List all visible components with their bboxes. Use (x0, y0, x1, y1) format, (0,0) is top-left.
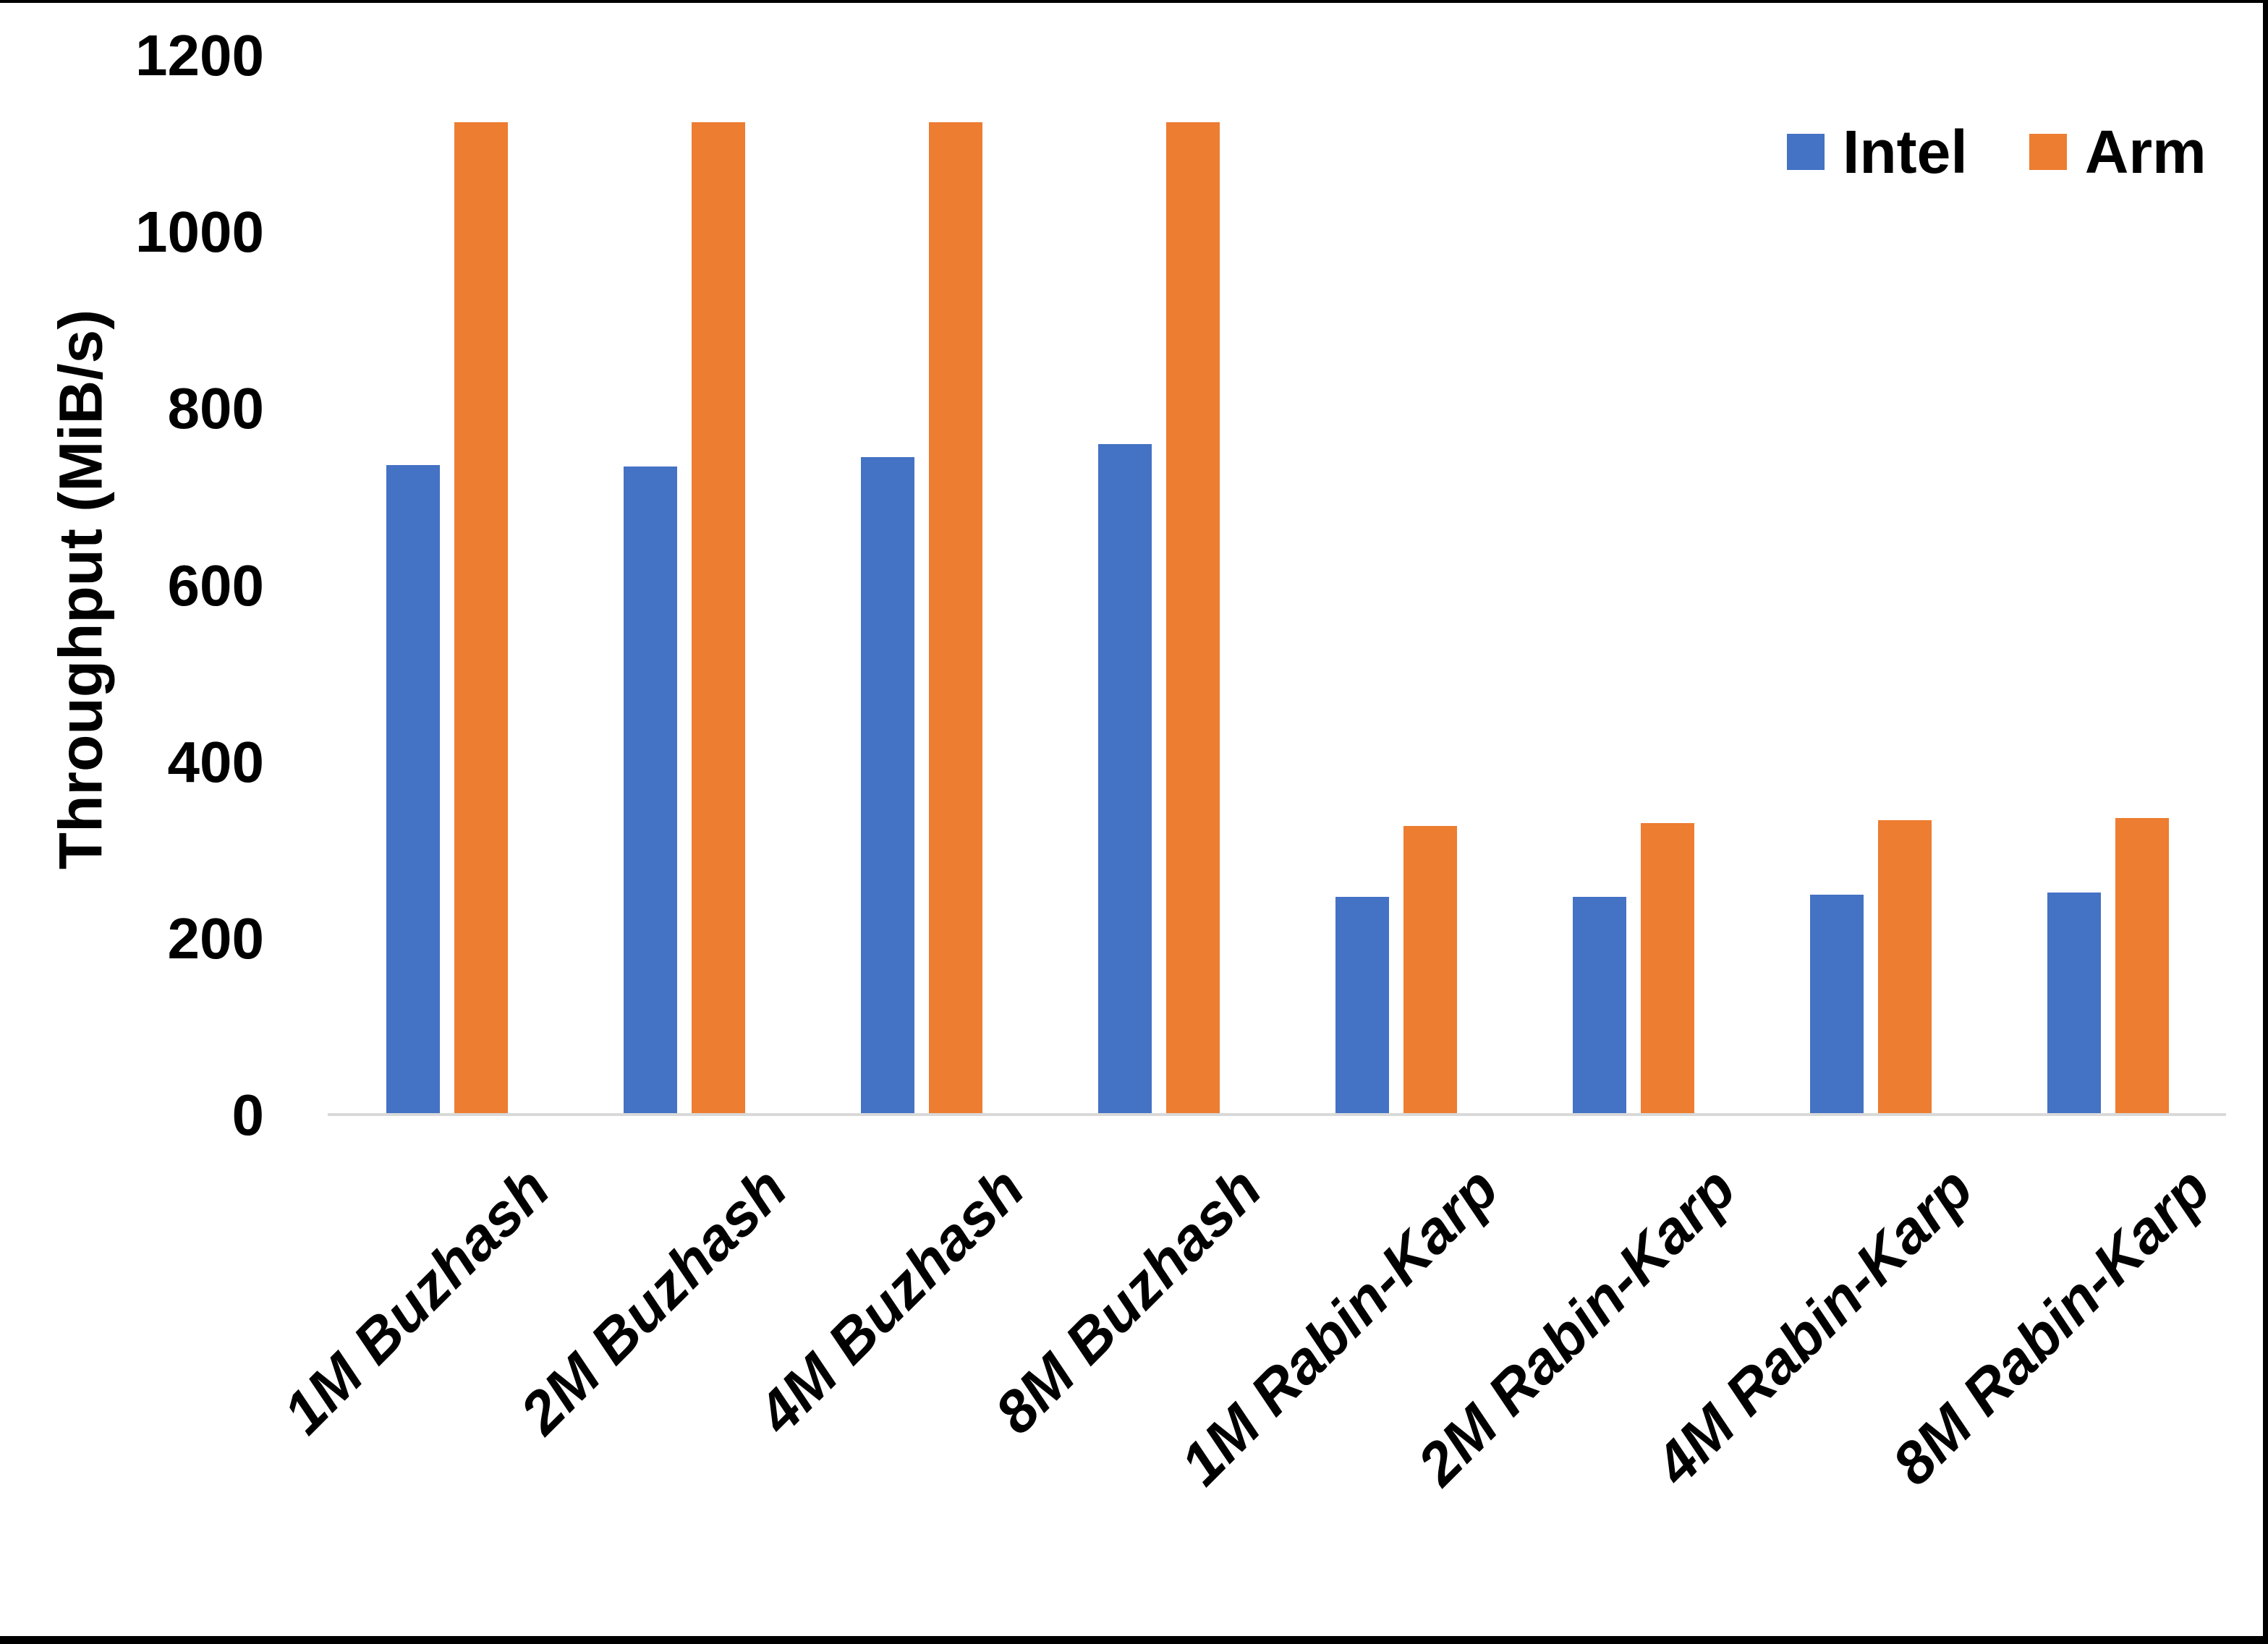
bar-intel-2m-rabin-karp (1573, 897, 1626, 1115)
window-edge-bottom (0, 1636, 2268, 1644)
legend: Intel Arm (1787, 122, 2207, 182)
bar-intel-4m-buzhash (861, 457, 914, 1115)
legend-swatch-arm (2029, 134, 2067, 170)
x-axis-line (328, 1113, 2226, 1116)
y-tick-label-1200: 1200 (135, 23, 264, 88)
bar-intel-4m-rabin-karp (1810, 895, 1864, 1115)
y-tick-label-200: 200 (167, 906, 264, 971)
bar-arm-8m-buzhash (1166, 122, 1220, 1115)
legend-item-arm: Arm (2029, 122, 2207, 182)
bar-arm-1m-rabin-karp (1403, 826, 1457, 1115)
bar-arm-8m-rabin-karp (2115, 818, 2169, 1115)
bar-intel-8m-buzhash (1098, 444, 1152, 1115)
bar-intel-8m-rabin-karp (2047, 893, 2101, 1115)
bar-intel-2m-buzhash (624, 467, 677, 1115)
bar-arm-1m-buzhash (454, 122, 508, 1115)
bar-arm-2m-rabin-karp (1641, 823, 1694, 1115)
y-tick-label-600: 600 (167, 553, 264, 618)
legend-item-intel: Intel (1787, 122, 1968, 182)
y-tick-label-800: 800 (167, 376, 264, 441)
y-tick-label-1000: 1000 (135, 200, 264, 265)
y-tick-label-0: 0 (232, 1083, 265, 1147)
window-edge-right (2263, 0, 2268, 1644)
bar-arm-4m-buzhash (929, 122, 982, 1115)
bar-intel-1m-rabin-karp (1335, 897, 1389, 1115)
bar-arm-4m-rabin-karp (1878, 820, 1932, 1115)
legend-label-arm: Arm (2084, 118, 2207, 186)
bar-intel-1m-buzhash (386, 465, 440, 1115)
legend-swatch-intel (1787, 134, 1825, 170)
window-edge-top (0, 0, 2268, 3)
y-tick-label-400: 400 (167, 729, 264, 794)
legend-label-intel: Intel (1843, 118, 1968, 186)
bar-arm-2m-buzhash (692, 122, 745, 1115)
